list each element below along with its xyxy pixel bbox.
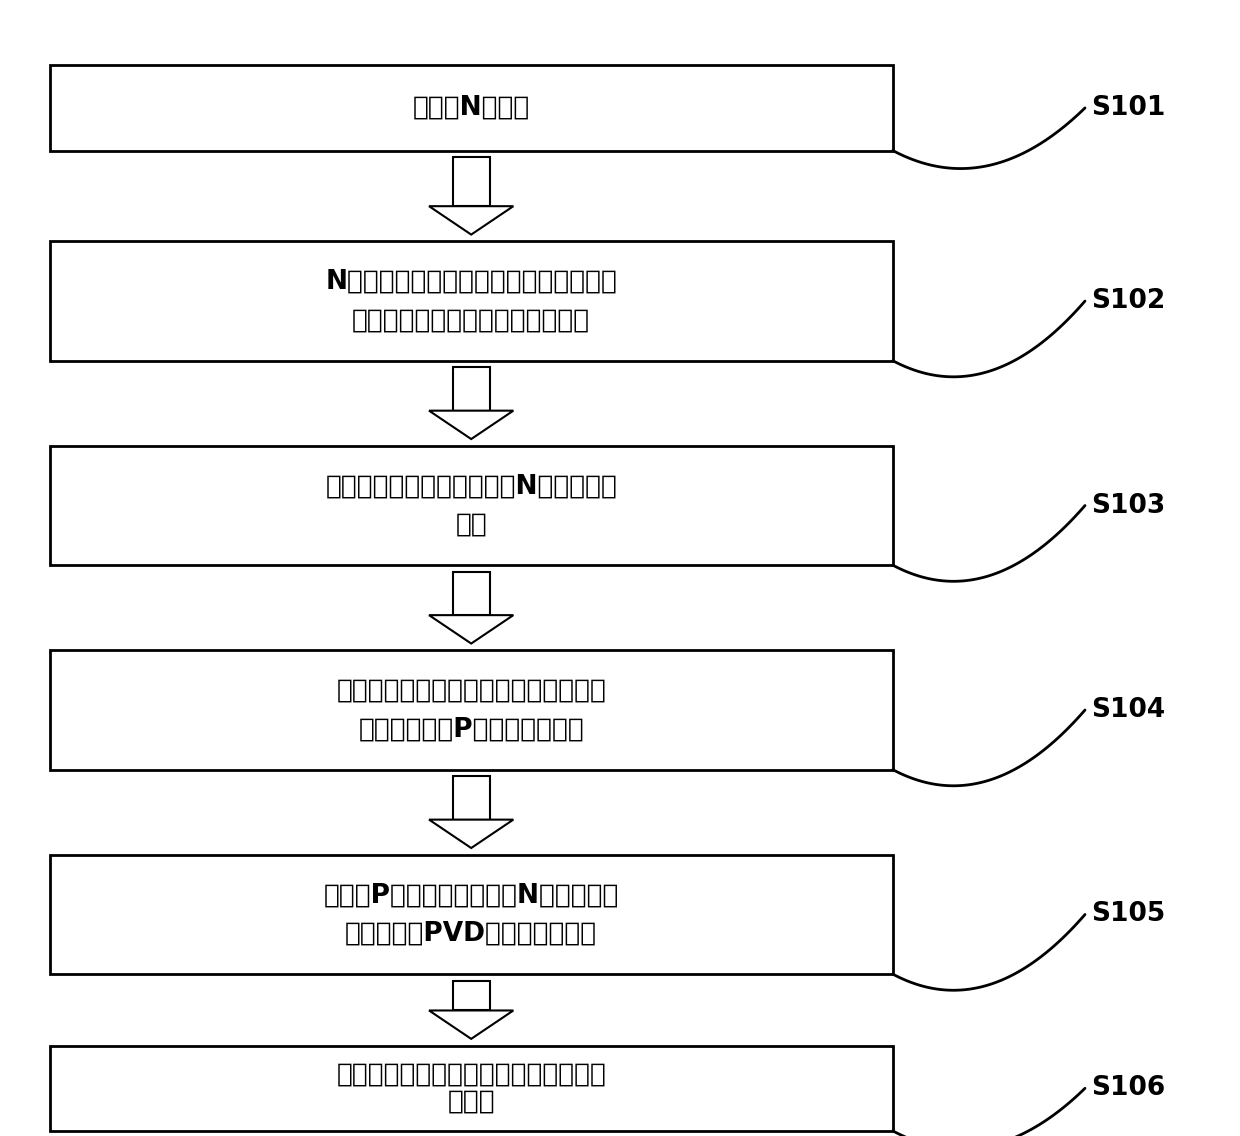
Bar	[453, 157, 490, 207]
Bar	[50, 65, 893, 150]
Text: S104: S104	[1091, 698, 1166, 722]
Text: 提供一N型硅片: 提供一N型硅片	[413, 95, 529, 120]
Text: S105: S105	[1091, 902, 1166, 927]
Text: 非晶硅膜层和P型掺杂非晶硅层: 非晶硅膜层和P型掺杂非晶硅层	[358, 716, 584, 742]
Polygon shape	[429, 1011, 513, 1038]
Text: 硅层: 硅层	[455, 511, 487, 537]
Text: 非晶硅膜层和第三本征非晶硅膜层: 非晶硅膜层和第三本征非晶硅膜层	[352, 307, 590, 333]
Bar	[453, 573, 490, 616]
Bar	[453, 368, 490, 410]
Text: 硅层上通过PVD溅射透明导电膜: 硅层上通过PVD溅射透明导电膜	[345, 920, 598, 946]
Text: S103: S103	[1091, 493, 1166, 518]
Bar	[50, 650, 893, 770]
Polygon shape	[429, 820, 513, 847]
Text: S102: S102	[1091, 289, 1166, 314]
Text: 在第一本征非晶硅膜层上沉积第二本征: 在第一本征非晶硅膜层上沉积第二本征	[336, 678, 606, 704]
Bar	[50, 445, 893, 565]
Bar	[50, 1045, 893, 1131]
Bar	[50, 241, 893, 360]
Polygon shape	[429, 207, 513, 235]
Text: S101: S101	[1091, 95, 1166, 120]
Bar	[50, 855, 893, 974]
Text: 分别在P型掺杂非晶硅层和N型掺杂非晶: 分别在P型掺杂非晶硅层和N型掺杂非晶	[324, 883, 619, 909]
Bar	[453, 777, 490, 820]
Text: 在第三本征非晶硅层上沉积N型掺杂非晶: 在第三本征非晶硅层上沉积N型掺杂非晶	[325, 474, 618, 500]
Polygon shape	[429, 410, 513, 438]
Bar	[453, 980, 490, 1011]
Text: 在两面的透明导电膜上同时电镀金属栅: 在两面的透明导电膜上同时电镀金属栅	[336, 1062, 606, 1087]
Text: N型硅片的正反两面上分别沉积第一本征: N型硅片的正反两面上分别沉积第一本征	[325, 269, 618, 295]
Text: 线电极: 线电极	[448, 1089, 495, 1114]
Text: S106: S106	[1091, 1076, 1166, 1101]
Polygon shape	[429, 616, 513, 643]
